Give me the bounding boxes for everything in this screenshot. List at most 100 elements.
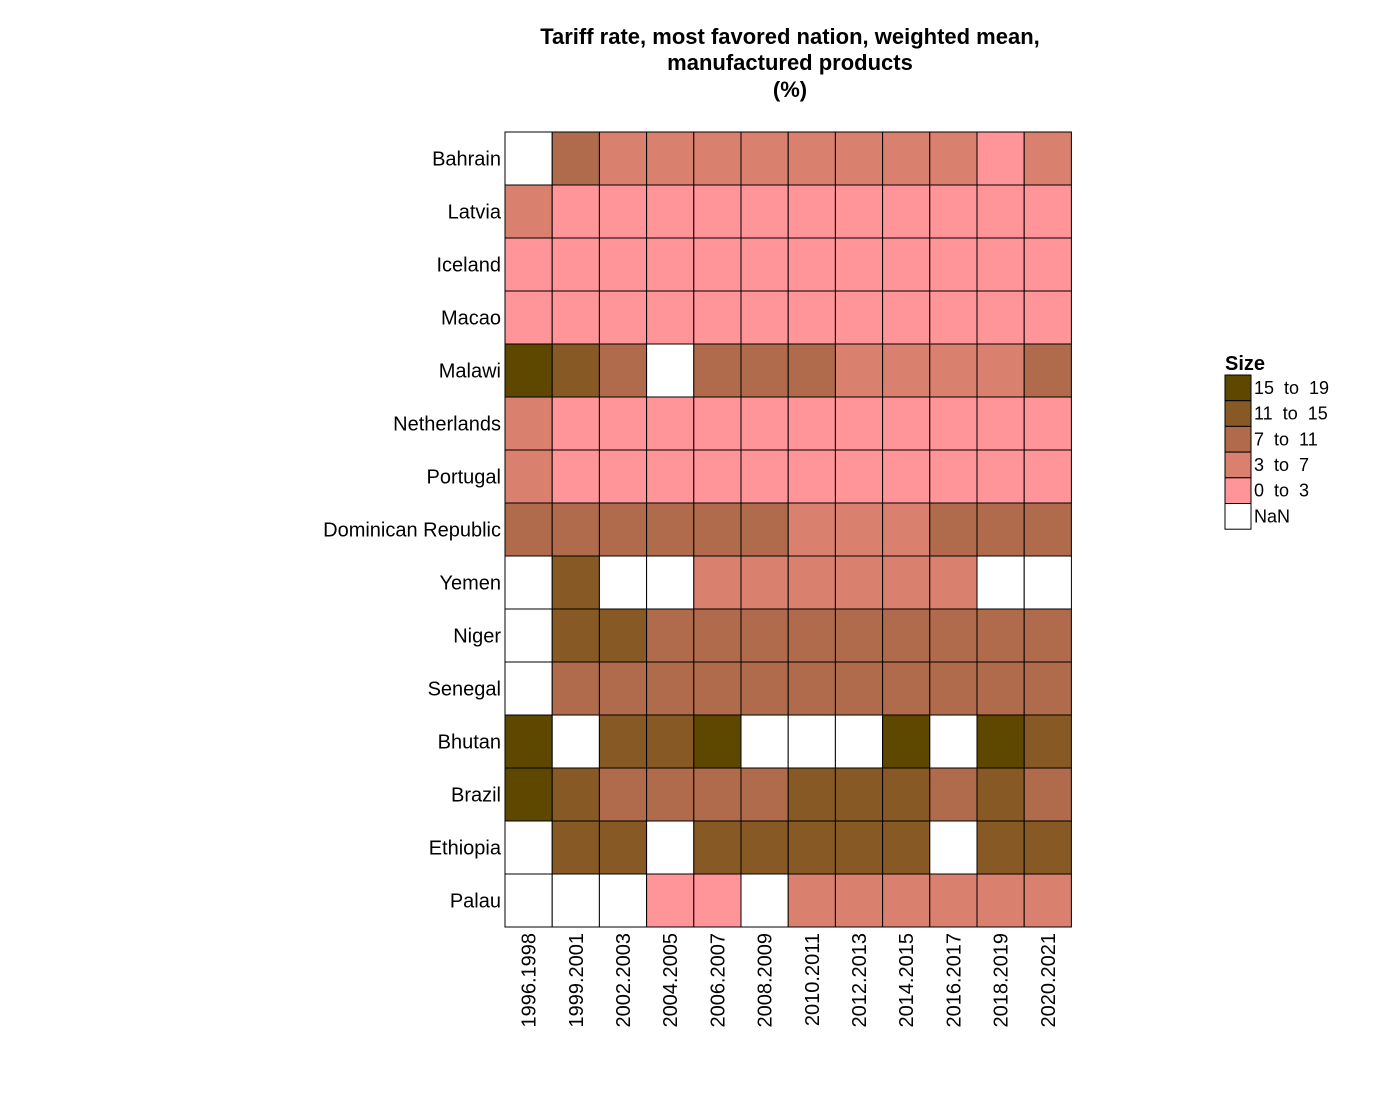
heatmap-cell xyxy=(646,714,695,769)
row-label: Brazil xyxy=(451,785,501,807)
heatmap-cell xyxy=(551,184,600,239)
heatmap-cell xyxy=(787,290,836,345)
heatmap-cell xyxy=(646,343,695,398)
legend-label: 0 to 3 xyxy=(1254,481,1309,501)
heatmap-cell xyxy=(882,502,931,557)
heatmap-cell xyxy=(693,714,742,769)
heatmap-cell xyxy=(504,661,553,716)
heatmap-cell xyxy=(834,873,884,928)
heatmap-cell xyxy=(598,290,648,345)
heatmap-cell xyxy=(693,555,742,610)
heatmap-cell xyxy=(646,661,695,716)
heatmap-cell xyxy=(929,237,978,292)
heatmap-cell xyxy=(504,502,553,557)
heatmap-cell xyxy=(882,396,931,451)
heatmap-cell xyxy=(929,661,978,716)
heatmap-cell xyxy=(693,661,742,716)
heatmap-cell xyxy=(740,767,789,822)
heatmap-cell xyxy=(598,873,648,928)
legend: Size 15 to 19 11 to 15 7 to 11 3 to 7 0 to 3 N… xyxy=(1224,353,1329,530)
heatmap-cell xyxy=(1023,237,1072,292)
heatmap-cell xyxy=(882,237,931,292)
heatmap-cell xyxy=(504,555,553,610)
column-label: 2020.2021 xyxy=(1038,933,1060,1028)
heatmap-cell xyxy=(551,290,600,345)
column-label: 2012.2013 xyxy=(849,933,871,1028)
heatmap-cell xyxy=(551,502,600,557)
heatmap-cell xyxy=(787,873,836,928)
heatmap-cell xyxy=(882,131,931,186)
heatmap-cell xyxy=(504,237,553,292)
heatmap-cell xyxy=(740,873,789,928)
row-label: Iceland xyxy=(437,255,502,277)
heatmap-cell xyxy=(693,608,742,663)
heatmap-cell xyxy=(834,661,884,716)
heatmap-cell xyxy=(693,449,742,504)
heatmap-cell xyxy=(598,131,648,186)
heatmap-cell xyxy=(834,555,884,610)
heatmap-cell xyxy=(1023,714,1072,769)
heatmap-cell xyxy=(834,396,884,451)
column-label: 2016.2017 xyxy=(943,933,965,1028)
heatmap-cell xyxy=(882,343,931,398)
heatmap-cell xyxy=(551,820,600,875)
heatmap-cell xyxy=(504,449,553,504)
heatmap-cell xyxy=(551,131,600,186)
row-label: Niger xyxy=(453,626,501,648)
legend-label: NaN xyxy=(1254,506,1290,526)
legend-swatch xyxy=(1224,477,1252,504)
heatmap-cell xyxy=(976,290,1025,345)
legend-swatch xyxy=(1224,503,1252,530)
heatmap-cell xyxy=(504,873,553,928)
heatmap-cell xyxy=(646,873,695,928)
column-label: 2006.2007 xyxy=(707,933,729,1028)
heatmap-cell xyxy=(740,343,789,398)
heatmap-cell xyxy=(834,767,884,822)
heatmap-cell xyxy=(834,714,884,769)
heatmap-cell xyxy=(646,184,695,239)
heatmap-cell xyxy=(504,820,553,875)
heatmap-cell xyxy=(882,767,931,822)
heatmap-cells xyxy=(504,131,1072,928)
heatmap-cell xyxy=(598,820,648,875)
heatmap-cell xyxy=(551,396,600,451)
heatmap-cell xyxy=(504,767,553,822)
heatmap-cell xyxy=(646,449,695,504)
heatmap-cell xyxy=(882,555,931,610)
chart-title: Tariff rate, most favored nation, weight… xyxy=(540,24,1040,102)
heatmap-cell xyxy=(551,873,600,928)
heatmap-cell xyxy=(929,608,978,663)
heatmap-cell xyxy=(693,184,742,239)
heatmap-cell xyxy=(646,502,695,557)
heatmap-cell xyxy=(693,290,742,345)
heatmap-cell xyxy=(646,767,695,822)
heatmap-cell xyxy=(1023,555,1072,610)
heatmap-cell xyxy=(598,396,648,451)
heatmap-cell xyxy=(740,396,789,451)
column-label: 2002.2003 xyxy=(613,933,635,1028)
heatmap-cell xyxy=(551,343,600,398)
heatmap-cell xyxy=(787,396,836,451)
row-label: Ethiopia xyxy=(429,838,502,860)
heatmap-cell xyxy=(929,873,978,928)
heatmap-cell xyxy=(976,396,1025,451)
legend-swatch xyxy=(1224,425,1252,453)
heatmap-cell xyxy=(646,131,695,186)
legend-swatch xyxy=(1224,451,1252,479)
heatmap-cell xyxy=(693,502,742,557)
heatmap-cell xyxy=(976,502,1025,557)
legend-swatch xyxy=(1224,400,1252,427)
heatmap-cell xyxy=(740,184,789,239)
heatmap-cell xyxy=(740,661,789,716)
heatmap-cell xyxy=(929,343,978,398)
heatmap-cell xyxy=(551,767,600,822)
column-label: 2018.2019 xyxy=(991,933,1013,1028)
chart-title-line: manufactured products xyxy=(667,50,913,75)
heatmap-cell xyxy=(882,449,931,504)
heatmap-cell xyxy=(551,237,600,292)
heatmap-cell xyxy=(834,237,884,292)
heatmap-cell xyxy=(551,449,600,504)
column-label: 2008.2009 xyxy=(755,933,777,1028)
heatmap-cell xyxy=(882,608,931,663)
